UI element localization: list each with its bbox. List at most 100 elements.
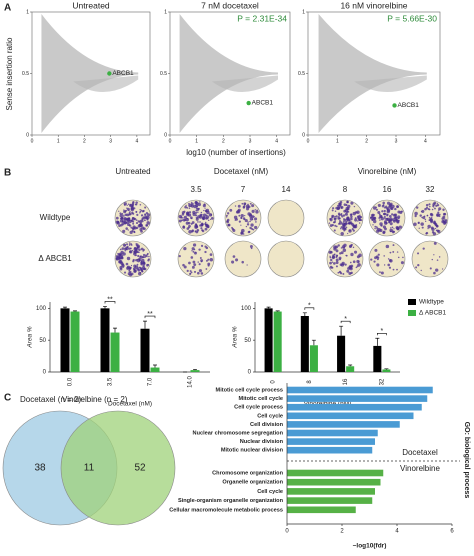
colony [441, 268, 444, 270]
colony [191, 217, 193, 220]
x-tick-label: 4 [424, 138, 427, 144]
colony [349, 229, 351, 232]
colony [131, 219, 133, 222]
colony [391, 226, 394, 229]
colony [145, 211, 149, 215]
x-tick-label: 4 [135, 138, 138, 144]
colony [332, 221, 335, 224]
colony [340, 213, 343, 215]
colony [436, 259, 439, 261]
colony [139, 210, 142, 213]
colony [188, 207, 191, 209]
colony [425, 203, 429, 207]
colony [135, 219, 138, 221]
colony [123, 202, 127, 206]
colony [117, 221, 119, 223]
colony [140, 214, 144, 217]
colony [130, 226, 133, 229]
bar [150, 367, 160, 372]
colony [125, 262, 129, 266]
colony [128, 244, 131, 246]
colony [115, 216, 119, 220]
colony [373, 214, 376, 216]
colony [121, 264, 125, 268]
density-cloud [179, 14, 278, 133]
colony [335, 249, 339, 253]
colony [396, 205, 400, 209]
colony [374, 256, 378, 260]
colony [377, 253, 380, 256]
significance-label: * [344, 316, 347, 323]
colony [444, 221, 447, 224]
colony [357, 220, 359, 222]
colony [245, 225, 248, 228]
colony [434, 227, 437, 230]
colony [123, 221, 127, 225]
column-header: Vinorelbine (nM) [358, 167, 417, 176]
significance-bracket [304, 307, 315, 310]
colony [375, 226, 378, 228]
colony [120, 216, 124, 220]
colony [127, 203, 130, 205]
colony [199, 201, 201, 203]
colony [178, 214, 183, 219]
y-tick-label: 0 [164, 132, 167, 138]
colony [431, 230, 435, 234]
colony [432, 202, 436, 206]
error-bar [103, 306, 107, 309]
colony [436, 229, 440, 233]
colony [428, 203, 431, 206]
y-axis-label: Area % [27, 326, 34, 349]
colony [126, 243, 129, 246]
colony [139, 219, 143, 223]
colony [386, 214, 389, 217]
colony [352, 211, 356, 216]
colony [202, 218, 205, 221]
colony [390, 227, 392, 229]
x-tick-label: 4 [275, 138, 278, 144]
colony [397, 256, 400, 259]
x-tick-label: 0 [31, 138, 34, 144]
colony [337, 271, 340, 274]
colony [349, 266, 353, 271]
colony [186, 269, 189, 273]
colony [139, 271, 142, 274]
bar [287, 488, 375, 495]
colony [132, 258, 135, 262]
colony [138, 251, 140, 253]
colony [189, 273, 191, 275]
colony [124, 213, 128, 217]
legend-swatch [408, 299, 416, 305]
colony [186, 218, 188, 220]
colony [242, 233, 245, 235]
column-header: Untreated [115, 167, 150, 176]
density-cloud-scatter [354, 75, 427, 93]
colony [335, 265, 338, 268]
colony [331, 261, 334, 263]
colony [184, 205, 187, 209]
colony [376, 256, 380, 259]
plate [368, 240, 406, 278]
colony [372, 224, 374, 226]
annotation: P = 2.31E-34 [237, 13, 287, 23]
colony [194, 230, 197, 233]
colony [123, 215, 125, 218]
colony [331, 215, 334, 217]
y-tick-label: 0.5 [298, 71, 305, 77]
colony [398, 225, 402, 229]
colony [139, 255, 143, 259]
colony [255, 210, 259, 214]
colony [197, 221, 199, 223]
colony [338, 202, 341, 206]
colony [244, 215, 246, 217]
colony [382, 201, 385, 205]
concentration-label: 8 [343, 185, 348, 194]
colony [427, 228, 429, 230]
colony [148, 258, 150, 261]
colony [431, 258, 433, 261]
colony [347, 222, 350, 225]
colony [131, 249, 134, 252]
colony [333, 217, 336, 220]
colony [118, 260, 122, 264]
colony [387, 263, 391, 267]
